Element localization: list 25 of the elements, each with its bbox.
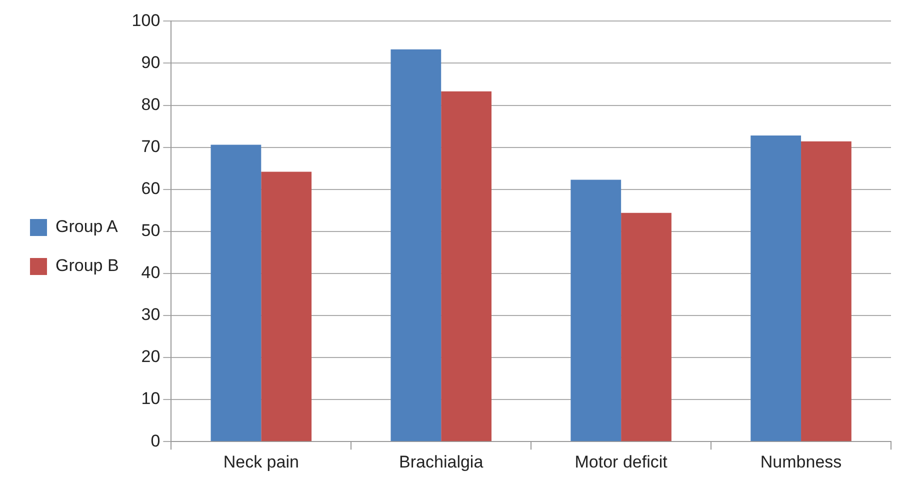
y-tick-label: 100 (132, 10, 160, 30)
x-tick-label: Brachialgia (399, 452, 484, 472)
x-tick-label: Numbness (760, 452, 842, 472)
y-tick-label: 60 (141, 179, 160, 198)
bar (261, 172, 312, 442)
y-tick-label: 90 (141, 52, 160, 72)
bar (750, 136, 802, 442)
y-tick-label: 40 (141, 263, 160, 282)
y-tick-label: 20 (141, 347, 160, 366)
x-tick-label: Neck pain (223, 452, 299, 472)
y-tick-label: 10 (141, 389, 160, 408)
bar (621, 212, 672, 442)
y-tick-label: 80 (141, 94, 160, 114)
bar (570, 180, 622, 442)
legend-label: Group B (56, 256, 119, 276)
legend-label: Group A (56, 217, 119, 236)
bar (801, 141, 852, 442)
bar (210, 144, 262, 442)
bar (390, 49, 442, 442)
y-tick-label: 70 (141, 137, 160, 156)
bar (441, 91, 492, 442)
y-tick-label: 0 (150, 431, 160, 450)
x-tick-label: Motor deficit (574, 452, 668, 472)
y-tick-label: 50 (141, 221, 160, 240)
y-tick-label: 30 (141, 305, 160, 324)
